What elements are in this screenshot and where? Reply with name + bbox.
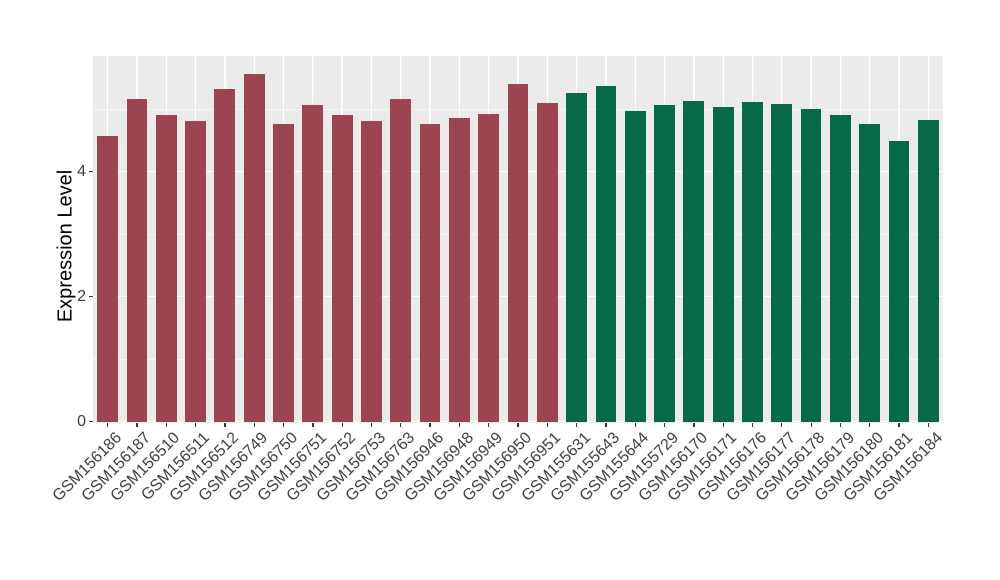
y-tick-label: 4 xyxy=(77,162,86,180)
bar-GSM156751 xyxy=(302,105,324,422)
x-tick-mark xyxy=(898,423,900,427)
plot-panel xyxy=(93,56,943,423)
bar-GSM156170 xyxy=(683,101,705,422)
bar-GSM156179 xyxy=(830,115,851,422)
x-tick-mark xyxy=(810,423,812,427)
x-tick-mark xyxy=(751,423,754,427)
y-tick-label: 2 xyxy=(77,287,86,305)
x-tick-mark xyxy=(107,423,109,427)
bar-GSM155644 xyxy=(624,111,646,422)
bar-GSM156177 xyxy=(771,103,793,422)
bar-GSM156187 xyxy=(126,98,148,422)
bar-GSM156186 xyxy=(97,136,119,422)
x-tick-mark xyxy=(722,423,724,427)
y-tick-mark xyxy=(88,296,93,298)
x-tick-mark xyxy=(634,423,636,427)
x-tick-mark xyxy=(663,423,666,427)
x-tick-mark xyxy=(927,423,930,427)
x-tick-mark xyxy=(576,423,578,427)
bar-GSM156511 xyxy=(185,121,206,422)
y-tick-mark xyxy=(88,171,93,173)
x-tick-mark xyxy=(165,423,167,427)
bar-GSM155729 xyxy=(654,105,675,422)
x-tick-mark xyxy=(400,423,402,427)
x-tick-mark xyxy=(546,423,548,427)
bar-GSM156951 xyxy=(536,102,558,422)
x-tick-mark xyxy=(136,423,138,427)
bar-GSM156181 xyxy=(888,141,910,422)
bar-GSM155631 xyxy=(566,92,587,422)
bar-GSM156171 xyxy=(712,107,734,422)
bar-GSM155643 xyxy=(595,86,617,422)
x-tick-mark xyxy=(224,423,226,427)
bar-GSM156946 xyxy=(419,123,441,422)
x-tick-mark xyxy=(458,423,461,427)
x-tick-mark xyxy=(282,423,285,427)
bar-GSM156763 xyxy=(390,98,412,422)
bar-GSM156752 xyxy=(331,114,353,422)
bar-GSM156749 xyxy=(243,74,265,422)
bar-GSM156178 xyxy=(800,108,822,422)
x-tick-mark xyxy=(429,423,431,427)
x-tick-mark xyxy=(312,423,314,427)
x-tick-mark xyxy=(869,423,871,427)
bar-GSM156949 xyxy=(478,114,500,422)
y-tick-mark xyxy=(88,421,93,423)
x-tick-mark xyxy=(341,423,343,427)
bar-GSM156750 xyxy=(273,123,294,422)
bar-GSM156510 xyxy=(155,114,177,422)
x-tick-mark xyxy=(253,423,255,427)
bar-GSM156753 xyxy=(361,121,382,422)
bar-GSM156176 xyxy=(742,102,763,422)
x-tick-mark xyxy=(488,423,490,427)
y-tick-label: 0 xyxy=(77,412,86,430)
bar-GSM156512 xyxy=(214,89,236,422)
x-tick-mark xyxy=(605,423,607,427)
x-tick-mark xyxy=(839,423,842,427)
x-tick-mark xyxy=(781,423,783,427)
bar-GSM156948 xyxy=(448,117,470,422)
x-tick-mark xyxy=(194,423,197,427)
x-tick-mark xyxy=(517,423,519,427)
bar-GSM156184 xyxy=(917,119,939,422)
bar-GSM156180 xyxy=(859,123,881,422)
x-tick-mark xyxy=(693,423,695,427)
bar-GSM156950 xyxy=(507,83,529,422)
x-tick-mark xyxy=(370,423,373,427)
